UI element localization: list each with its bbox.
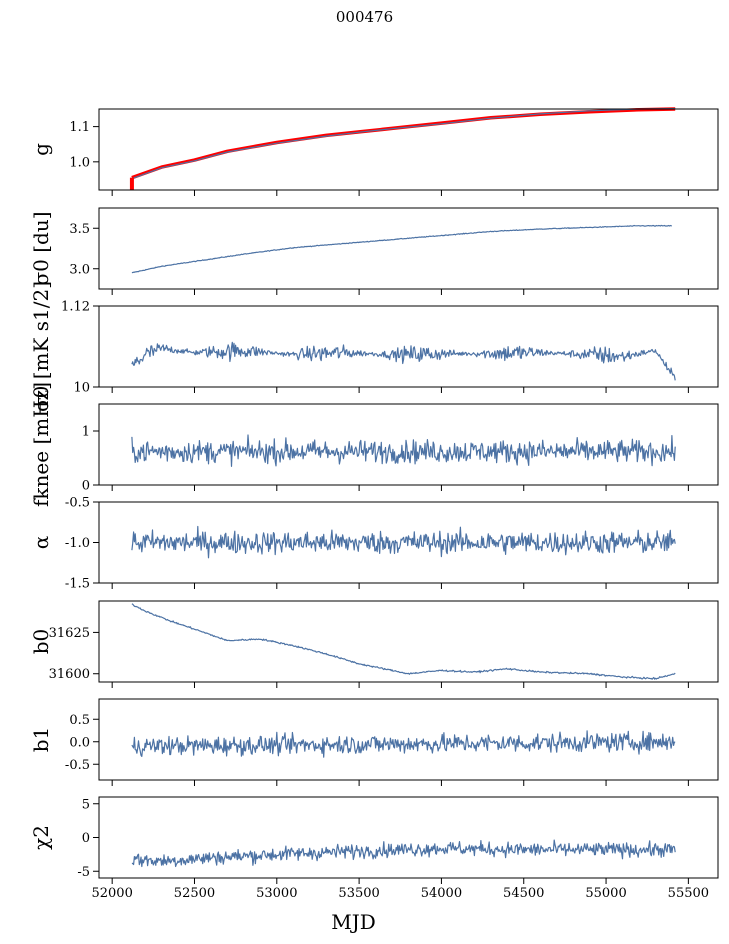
xtick-label-7: 55000 <box>585 886 626 901</box>
ylabel-3: σ0 [mK s1/2] <box>29 281 53 412</box>
xtick-label-1: 52000 <box>91 886 132 901</box>
ylabel-4: fknee [mHz] <box>29 382 53 507</box>
series-line-5-1 <box>131 525 676 559</box>
ytick-label-4-1: 0 <box>82 479 90 494</box>
ytick-label-8-1: -5 <box>77 865 90 880</box>
ylabel-6: b0 <box>29 629 53 655</box>
ytick-label-5-3: -0.5 <box>65 496 90 511</box>
ytick-label-4-2: 1 <box>82 425 90 440</box>
ytick-label-1-1: 1.0 <box>69 155 90 170</box>
xlabel: MJD <box>331 910 376 934</box>
xtick-label-6: 54500 <box>503 886 544 901</box>
xtick-label-4: 53500 <box>338 886 379 901</box>
ylabel-5: α <box>29 536 53 550</box>
ytick-label-3-1: 10 <box>73 381 90 396</box>
ylabel-8: χ2 <box>29 825 53 850</box>
axes-frame-8 <box>98 796 719 879</box>
ytick-label-8-2: 0 <box>82 831 90 846</box>
axes-frame-1 <box>98 108 719 191</box>
series-line-6-1 <box>131 603 676 680</box>
figure-title: 000476 <box>335 8 394 26</box>
xtick-label-8: 55500 <box>668 886 709 901</box>
ytick-label-2-1: 3.0 <box>69 262 90 277</box>
ytick-label-3-2: 1.12 <box>61 300 90 315</box>
series-line-1-2 <box>131 108 676 180</box>
ytick-label-1-2: 1.1 <box>69 120 90 135</box>
ytick-label-6-1: 31600 <box>49 667 90 682</box>
ylabel-7: b1 <box>29 727 53 753</box>
axes-frame-4 <box>98 403 719 486</box>
ytick-label-5-1: -1.5 <box>65 577 90 592</box>
ytick-label-2-2: 3.5 <box>69 222 90 237</box>
axes-frame-2 <box>98 207 719 290</box>
series-line-3-1 <box>131 341 676 381</box>
axes-frame-3 <box>98 305 719 388</box>
series-line-1-1 <box>131 107 676 180</box>
series-line-2-1 <box>131 224 672 274</box>
ylabel-1: g <box>29 143 53 156</box>
ytick-label-6-2: 31625 <box>49 626 90 641</box>
xtick-label-2: 52500 <box>174 886 215 901</box>
xtick-label-5: 54000 <box>421 886 462 901</box>
series-line-4-1 <box>131 434 676 467</box>
axes-frame-7 <box>98 698 719 781</box>
ylabel-2: σ0 [du] <box>29 211 53 285</box>
xtick-label-3: 53000 <box>256 886 297 901</box>
ytick-label-7-2: 0.0 <box>69 735 90 750</box>
ytick-label-7-3: 0.5 <box>69 713 90 728</box>
ytick-label-7-1: -0.5 <box>65 758 90 773</box>
ytick-label-5-2: -1.0 <box>65 536 90 551</box>
ytick-label-8-3: 5 <box>82 797 90 812</box>
series-line-7-1 <box>131 730 676 758</box>
series-line-8-1 <box>131 839 676 868</box>
axes-frame-6 <box>98 600 719 683</box>
